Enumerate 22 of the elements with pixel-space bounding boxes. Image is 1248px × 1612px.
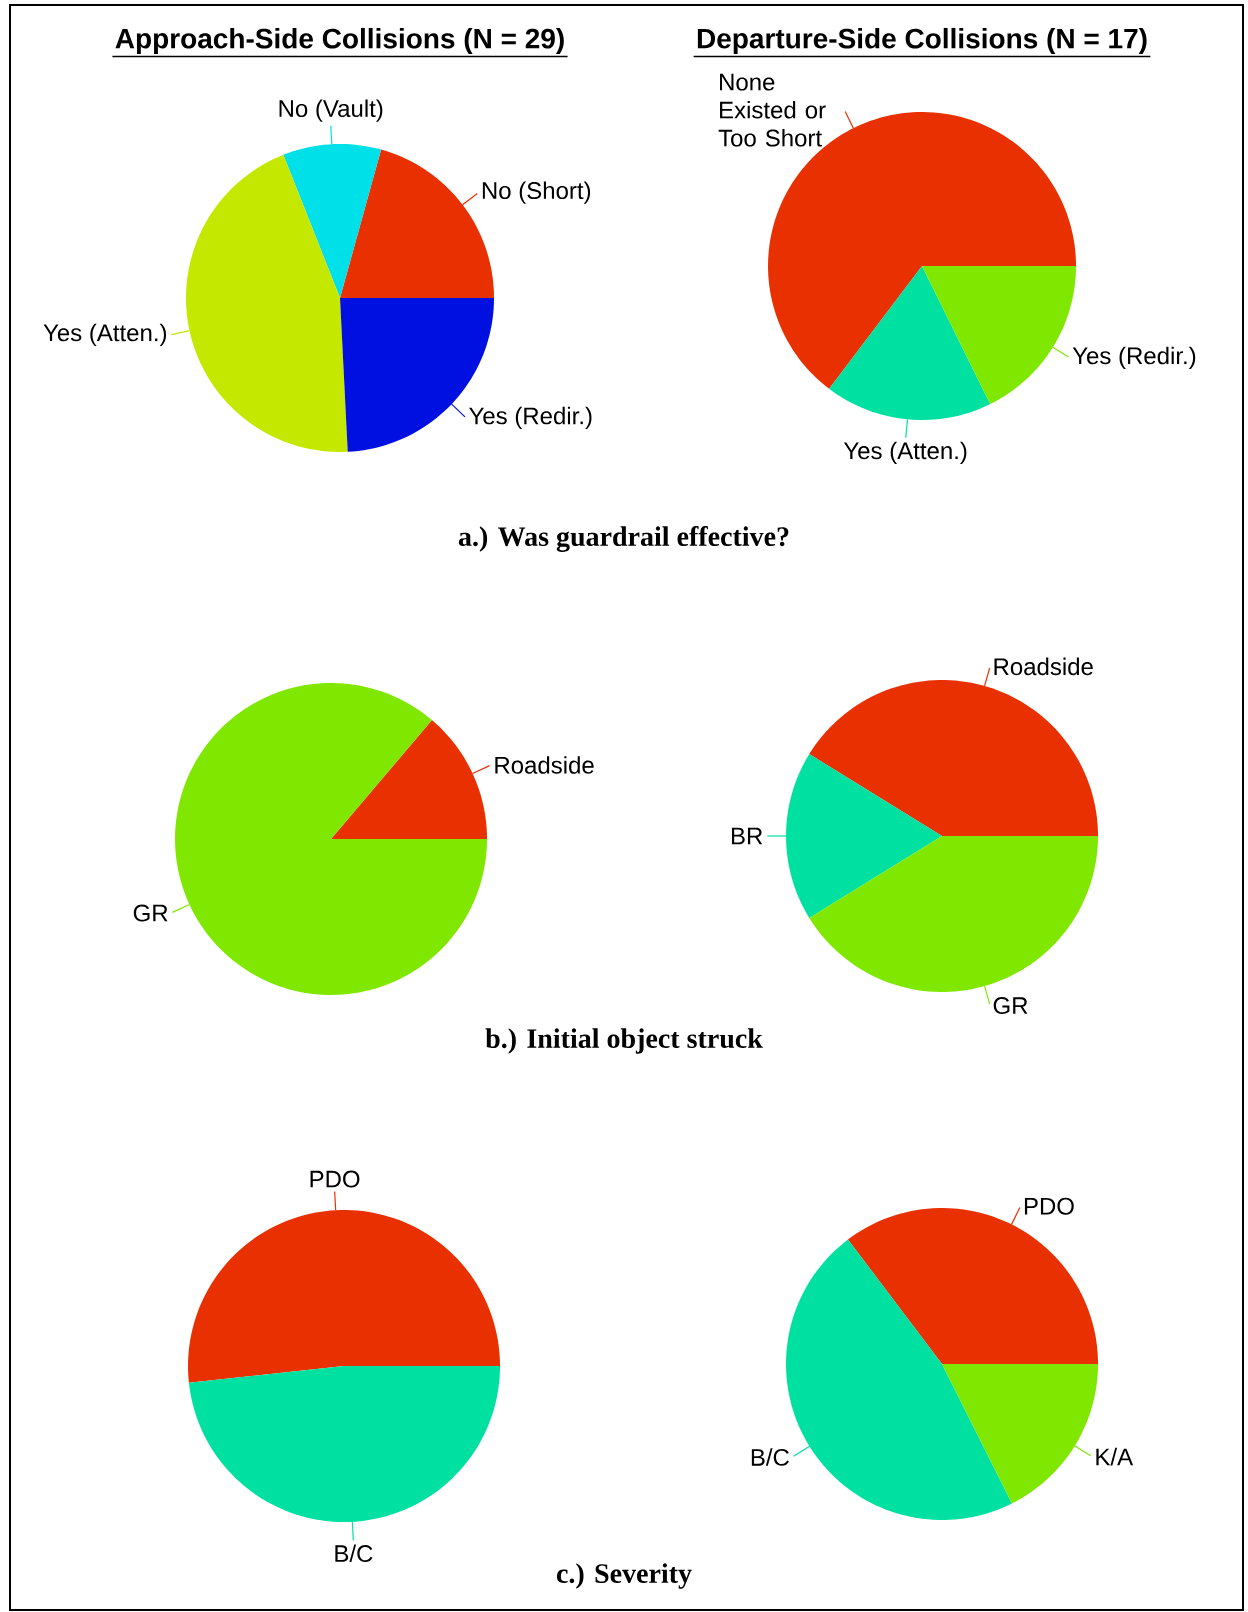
slice-label: Yes (Atten.) [843,441,967,464]
slice-label: None Existed or Too Short [718,73,826,147]
slice-label: No (Short) [482,181,591,204]
slice-label: Roadside [495,756,594,774]
slice-label: B/C [335,1544,373,1563]
slice-label: Yes (Redir.) [1072,346,1196,370]
slice-label: No (Vault) [279,99,383,122]
slice-label: Roadside [994,657,1093,676]
chart-title: Departure-Side Collisions (N = 17) [697,27,1147,55]
slice-label: K/A [1096,1447,1134,1466]
slice-label: PDO [310,1170,360,1188]
text: a.) Was guardrail effective? [458,526,789,552]
slice-label: PDO [1024,1197,1074,1215]
text: b.) Initial object struck [485,1028,763,1054]
slice-label: Yes (Redir.) [469,406,592,430]
slice-label: GR [133,904,168,922]
text: c.) Severity [556,1563,692,1589]
chart-title: Approach-Side Collisions (N = 29) [115,27,564,55]
slice-label: GR [993,997,1028,1015]
slice-label: BR [731,827,763,845]
slice-label: Yes (Atten.) [43,323,167,347]
slice-label: B/C [751,1448,789,1466]
